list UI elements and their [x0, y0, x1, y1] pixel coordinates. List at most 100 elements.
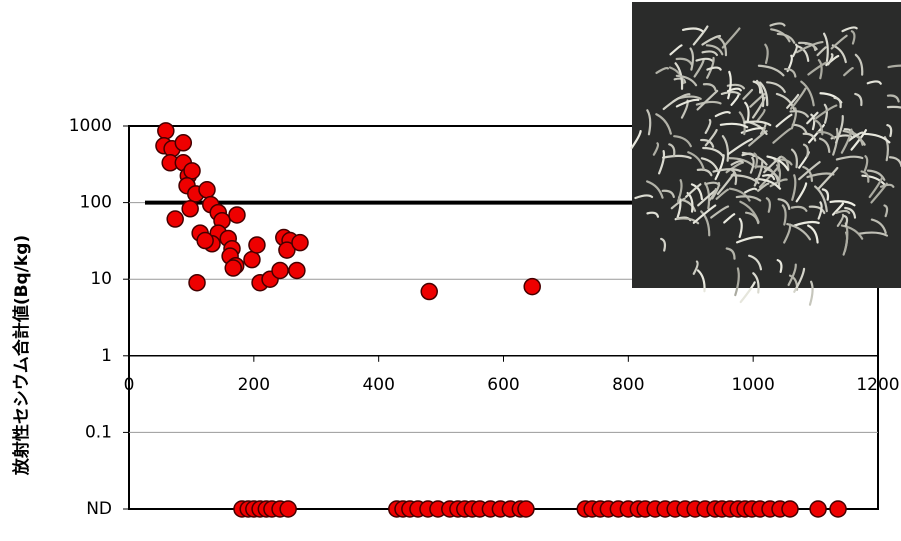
photo-texture [715, 188, 730, 200]
photo-texture [854, 53, 864, 76]
photo-texture [701, 34, 722, 46]
photo-texture [795, 182, 808, 203]
photo-texture [743, 120, 772, 127]
photo-texture [816, 130, 836, 140]
photo-texture [730, 160, 744, 166]
photo-texture [791, 174, 797, 201]
photo-texture [661, 154, 692, 160]
point [829, 500, 847, 518]
photo-texture [701, 50, 719, 57]
photo-texture [748, 254, 763, 271]
photo-texture [808, 205, 826, 215]
photo-texture [793, 220, 820, 227]
photo-texture [804, 42, 817, 52]
point [781, 500, 799, 518]
photo-texture [700, 210, 711, 237]
photo-texture [762, 174, 776, 181]
photo-texture [831, 202, 845, 216]
photo-texture [868, 176, 884, 199]
photo-texture [738, 111, 746, 136]
photo-texture [789, 110, 809, 118]
point [248, 236, 266, 254]
point [517, 500, 535, 518]
photo-texture [706, 66, 722, 71]
photo-texture [798, 160, 821, 181]
photo-texture [721, 135, 730, 162]
photo-texture [704, 118, 712, 134]
photo-texture [695, 57, 714, 63]
photo-texture [710, 205, 730, 219]
photo-texture [655, 66, 670, 75]
photo-texture [689, 47, 695, 71]
photo-texture [696, 168, 713, 177]
photo-texture [886, 105, 901, 109]
photo-texture [630, 129, 642, 150]
point [174, 134, 193, 152]
photo-texture [886, 94, 900, 103]
photo-texture [888, 156, 901, 168]
photo-texture [836, 213, 845, 227]
photo-texture [756, 108, 766, 123]
photo-texture [681, 27, 704, 33]
photo-texture [858, 231, 889, 237]
photo-texture [802, 143, 809, 158]
photo-texture [776, 32, 796, 44]
photo-texture [863, 155, 869, 172]
photo-texture [758, 81, 769, 107]
x-tick-label: 200 [238, 375, 270, 395]
photo-texture [714, 110, 731, 118]
photo-texture [833, 96, 842, 109]
photo-texture [735, 195, 762, 202]
photo-texture [674, 62, 684, 90]
x-tick-label: 0 [124, 375, 135, 395]
photo-texture [815, 104, 838, 120]
photo-texture [789, 87, 807, 110]
photo-texture [850, 30, 856, 45]
photo-texture [806, 111, 819, 125]
point [420, 282, 438, 301]
photo-texture [776, 259, 783, 274]
photo-texture [886, 124, 893, 138]
photo-texture [693, 58, 705, 78]
photo-texture [706, 56, 715, 79]
point [291, 233, 309, 252]
photo-texture [717, 36, 728, 57]
y-tick-label: 1000 [69, 116, 112, 136]
photo-texture [668, 143, 676, 158]
photo-texture [646, 109, 652, 136]
photo-texture [793, 267, 806, 293]
photo-texture [727, 138, 753, 156]
photo-texture [883, 204, 889, 218]
photo-texture [744, 187, 758, 194]
photo-texture [726, 87, 742, 93]
photo-texture [752, 96, 766, 119]
photo-texture [817, 166, 839, 190]
photo-texture [817, 59, 823, 80]
photo-texture [783, 223, 792, 244]
photo-texture [705, 44, 724, 56]
photo-texture [830, 34, 848, 50]
photo-texture [662, 96, 681, 111]
photo-texture [835, 209, 851, 215]
photo-texture [690, 183, 703, 201]
photo-texture [723, 213, 736, 224]
y-tick-label: 0.1 [85, 422, 112, 442]
photo-texture [835, 115, 844, 144]
photo-texture [692, 260, 699, 275]
photo-texture [700, 157, 720, 173]
photo-texture [646, 211, 660, 218]
photo-texture [840, 128, 853, 154]
photo-texture [757, 64, 785, 77]
photo-texture [879, 183, 895, 188]
photo-texture [835, 155, 864, 161]
photo-texture [791, 123, 808, 135]
photo-texture [687, 151, 705, 171]
photo-texture [675, 74, 698, 87]
photo-texture [708, 188, 718, 201]
point [157, 122, 175, 140]
photo-texture [866, 169, 886, 181]
photo-texture [781, 204, 787, 226]
photo-texture [735, 235, 763, 244]
photo-texture [829, 200, 856, 207]
photo-texture [749, 93, 766, 108]
